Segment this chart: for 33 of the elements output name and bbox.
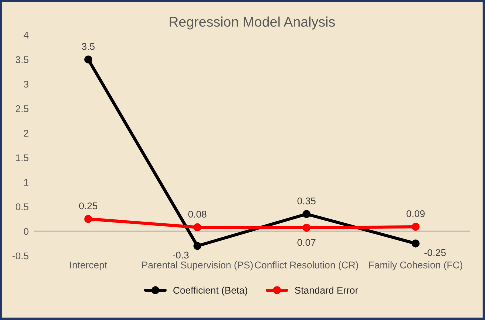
x-tick-label: Intercept xyxy=(70,262,108,271)
data-label: -0.25 xyxy=(424,249,446,256)
point xyxy=(302,224,311,232)
data-label: -0.3 xyxy=(172,252,189,259)
data-label: 0.07 xyxy=(298,239,316,246)
x-tick-label: Conflict Resolution (CR) xyxy=(255,262,358,271)
chart-title: Regression Model Analysis xyxy=(170,16,336,30)
point xyxy=(84,215,93,224)
data-label: 0.25 xyxy=(79,202,98,210)
y-tick-label: 1 xyxy=(24,179,29,186)
x-tick-label: Family Cohesion (FC) xyxy=(369,262,463,271)
legend-label: Standard Error xyxy=(295,286,358,294)
point xyxy=(84,56,93,64)
data-label: 0.09 xyxy=(406,210,425,218)
y-tick-label: 0.5 xyxy=(16,204,29,211)
y-tick-label: 4 xyxy=(24,32,29,39)
point xyxy=(194,242,202,250)
legend-label: Coefficient (Beta) xyxy=(174,286,248,296)
y-tick-label: 1.5 xyxy=(16,154,29,162)
data-label: 0.35 xyxy=(298,198,316,205)
data-label: 0.08 xyxy=(188,211,207,218)
x-tick-label: Parental Supervision (PS) xyxy=(142,262,253,271)
y-tick-label: -0.5 xyxy=(12,252,29,260)
point xyxy=(194,224,202,232)
y-tick-label: 2.5 xyxy=(16,106,29,112)
y-tick-label: 2 xyxy=(24,130,29,137)
y-tick-label: 0 xyxy=(24,228,29,236)
point xyxy=(412,240,420,248)
y-tick-label: 3.5 xyxy=(16,56,29,64)
point xyxy=(412,223,420,232)
point xyxy=(302,210,311,218)
y-tick-label: 3 xyxy=(24,81,29,88)
data-label: 3.5 xyxy=(82,43,95,50)
